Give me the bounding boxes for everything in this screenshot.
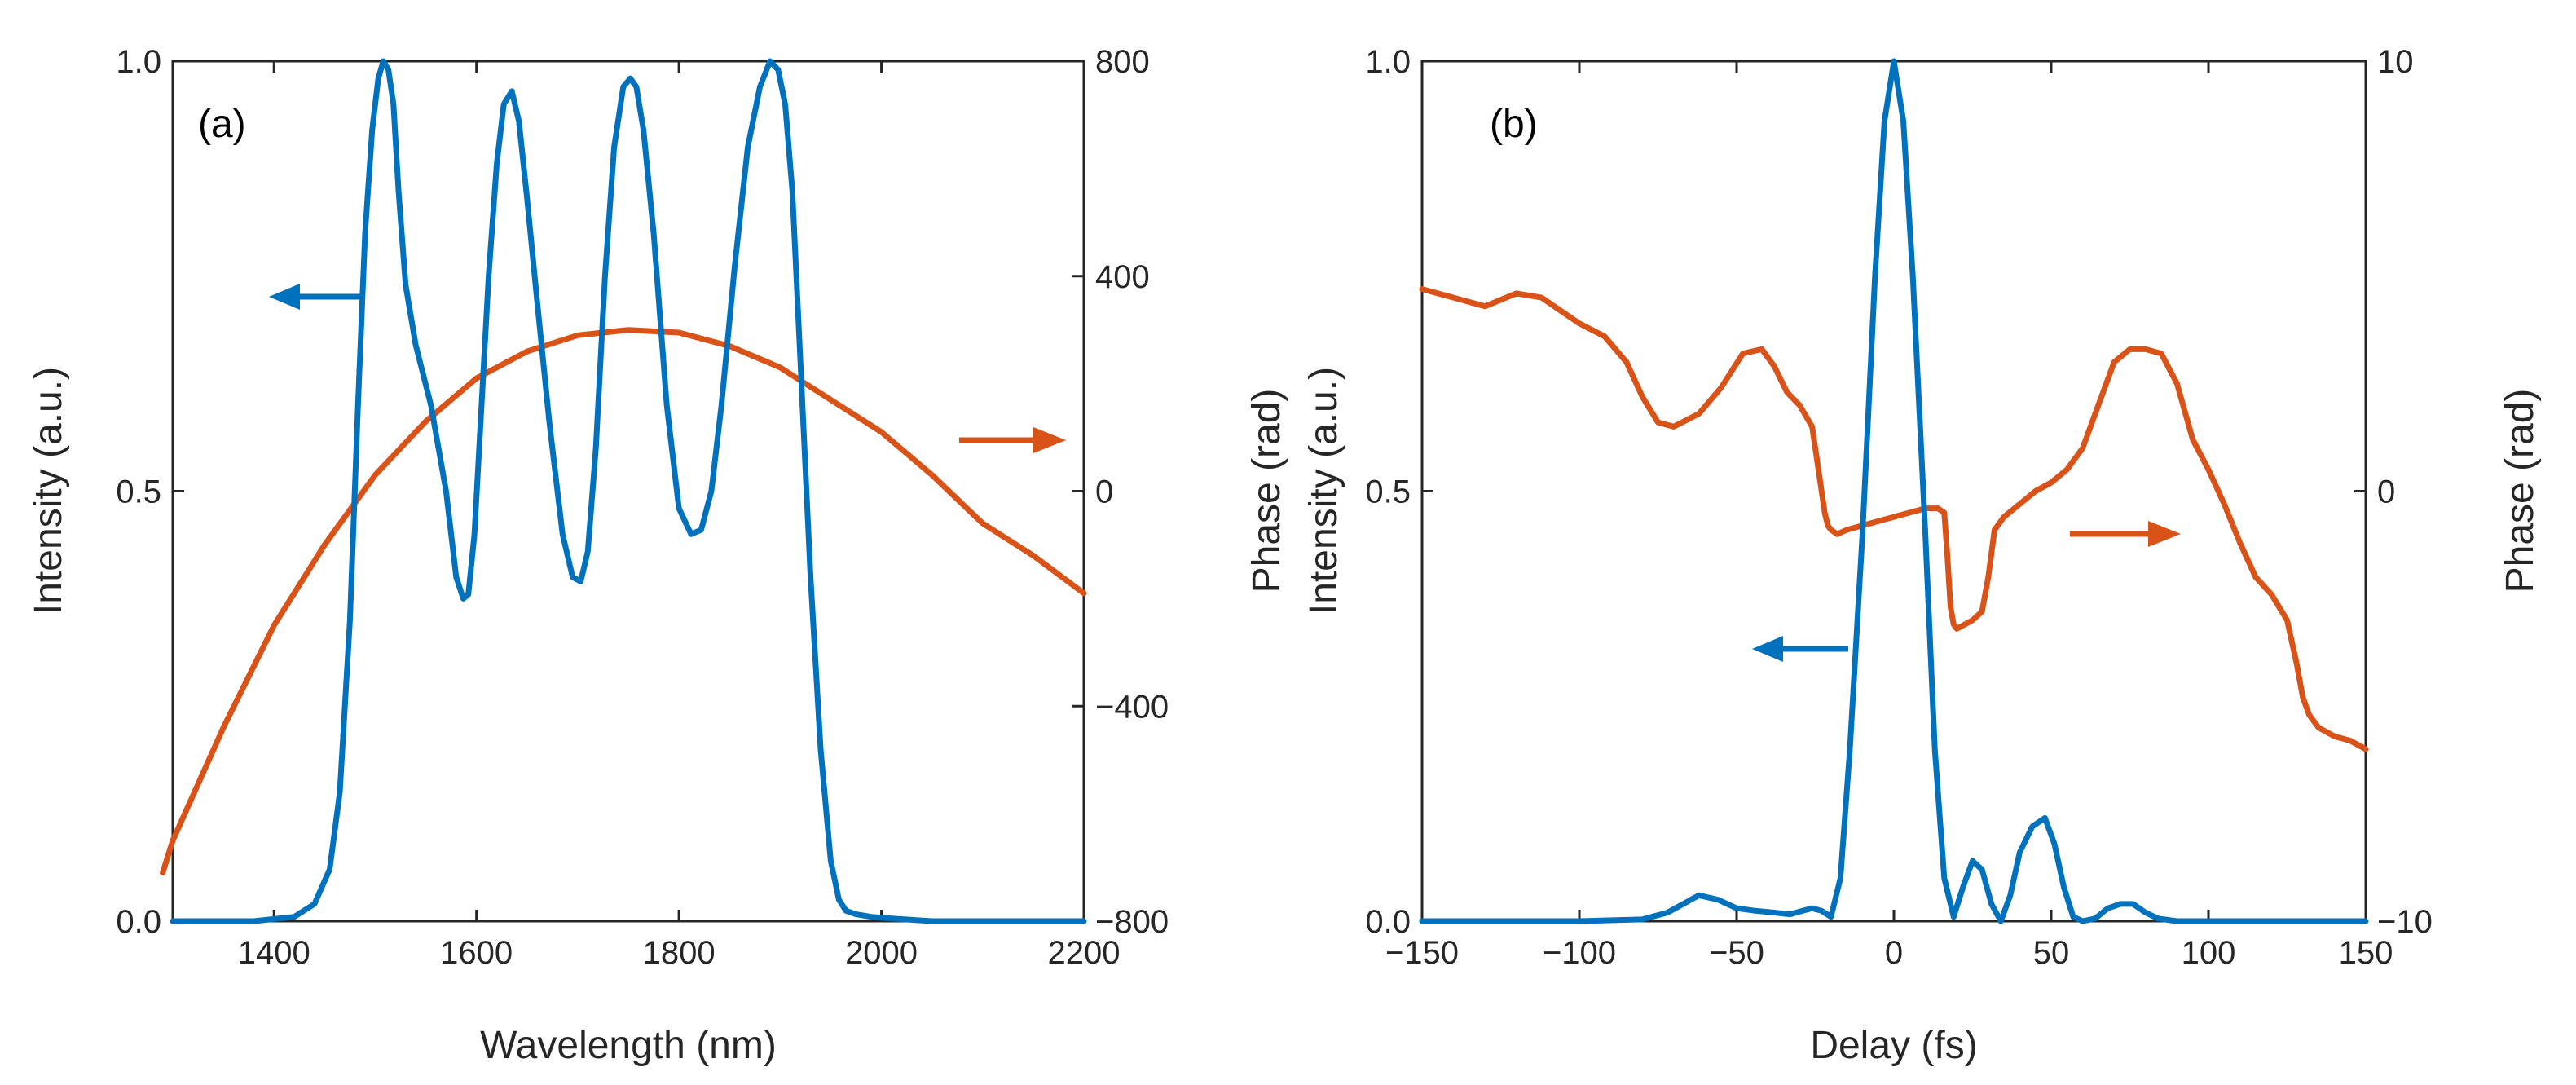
panel-b-phase-line xyxy=(1419,286,2369,752)
xtick-label: 0 xyxy=(1885,935,1903,971)
xtick-label: 1800 xyxy=(643,935,716,971)
ytick-left-label: 0.5 xyxy=(1365,474,1411,510)
panel-a-ylabel-right: Phase (rad) xyxy=(1245,389,1288,593)
panel-a-phase-arrow xyxy=(959,427,1066,453)
panel-a-xlabel: Wavelength (nm) xyxy=(480,1024,777,1067)
panel-b-frame xyxy=(1420,60,2367,923)
panel-a-label: (a) xyxy=(198,103,246,146)
ytick-left-label: 1.0 xyxy=(1365,44,1411,80)
xtick-label: 100 xyxy=(2182,935,2236,971)
xtick-label: 50 xyxy=(2033,935,2070,971)
panel-a: 1400 1600 1800 2000 2200 0.0 0.5 1.0 −800 −400 0 40… xyxy=(27,44,1288,1067)
panel-a-tick-labels: 1400 1600 1800 2000 2200 0.0 0.5 1.0 −800 −400 0 40… xyxy=(116,44,1169,971)
ytick-right-label: −400 xyxy=(1095,689,1169,725)
panel-b-ticks xyxy=(1420,60,2367,923)
panel-a-ticks xyxy=(173,60,1085,923)
xtick-label: −150 xyxy=(1385,935,1459,971)
ytick-left-label: 0.0 xyxy=(116,904,161,940)
ytick-left-label: 0.0 xyxy=(1365,904,1411,940)
panel-b-ylabel-right: Phase (rad) xyxy=(2499,389,2542,593)
ytick-left-label: 0.5 xyxy=(116,474,161,510)
panel-b-label: (b) xyxy=(1490,103,1538,146)
ytick-right-label: −800 xyxy=(1095,904,1169,940)
xtick-label: −100 xyxy=(1543,935,1616,971)
ytick-right-label: 400 xyxy=(1095,259,1150,295)
panel-b-intensity-line xyxy=(1419,58,2369,924)
panel-a-phase-line xyxy=(160,327,1087,876)
panel-a-ylabel-left: Intensity (a.u.) xyxy=(27,367,70,615)
panel-b-intensity-arrow xyxy=(1752,636,1848,662)
panel-a-intensity-arrow xyxy=(269,284,361,310)
panel-b-phase-arrow xyxy=(2070,521,2181,547)
panel-b-ylabel-left: Intensity (a.u.) xyxy=(1302,367,1345,615)
xtick-label: 2200 xyxy=(1048,935,1121,971)
xtick-label: −50 xyxy=(1709,935,1764,971)
xtick-label: 1400 xyxy=(238,935,310,971)
xtick-label: 1600 xyxy=(440,935,513,971)
ytick-right-label: 800 xyxy=(1095,44,1150,80)
xtick-label: 150 xyxy=(2339,935,2393,971)
xtick-label: 2000 xyxy=(845,935,918,971)
ytick-right-label: −10 xyxy=(2377,904,2433,940)
panel-a-intensity-line xyxy=(170,58,1087,924)
ytick-right-label: 0 xyxy=(1095,474,1113,510)
ytick-right-label: 0 xyxy=(2377,474,2395,510)
panel-b-xlabel: Delay (fs) xyxy=(1810,1024,1977,1067)
ytick-right-label: 10 xyxy=(2377,44,2414,80)
ytick-left-label: 1.0 xyxy=(116,44,161,80)
